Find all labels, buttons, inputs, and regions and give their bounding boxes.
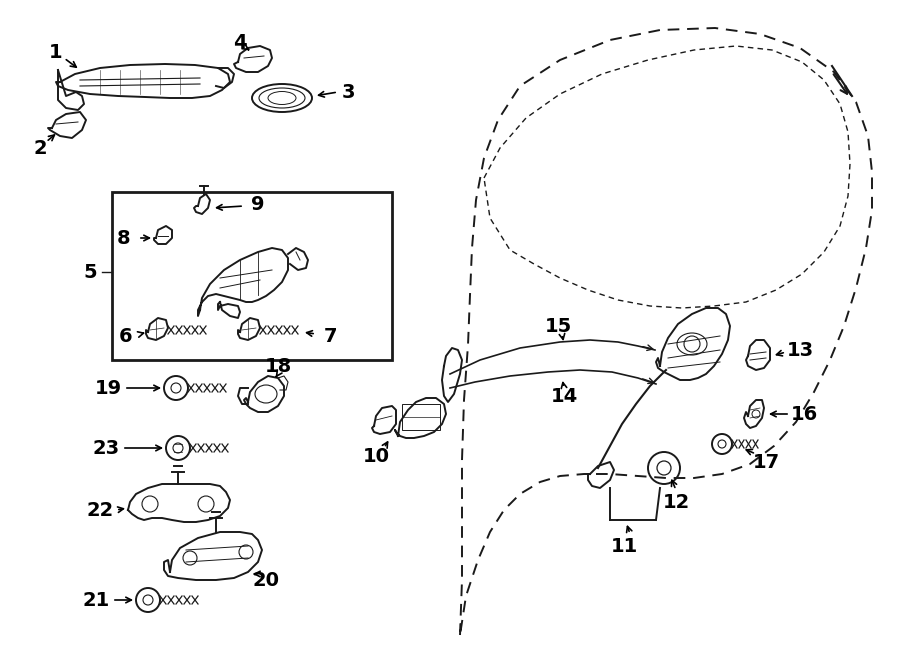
Bar — [402, 404, 440, 430]
Text: 13: 13 — [787, 340, 814, 359]
Text: 2: 2 — [33, 138, 47, 158]
Text: 20: 20 — [253, 571, 280, 589]
Text: 18: 18 — [265, 357, 292, 375]
Text: 22: 22 — [86, 500, 113, 520]
Text: 19: 19 — [94, 379, 122, 397]
Text: 7: 7 — [323, 326, 337, 346]
Text: 1: 1 — [50, 42, 63, 62]
Text: 4: 4 — [233, 32, 247, 52]
Text: 16: 16 — [790, 404, 817, 424]
Text: 23: 23 — [93, 438, 120, 457]
Text: 6: 6 — [119, 326, 133, 346]
Text: 9: 9 — [251, 195, 265, 214]
Text: 12: 12 — [662, 493, 689, 512]
Text: 14: 14 — [551, 387, 578, 406]
Text: 11: 11 — [610, 536, 637, 555]
Text: 3: 3 — [341, 83, 355, 101]
Text: 10: 10 — [363, 446, 390, 465]
Text: 5: 5 — [83, 263, 97, 281]
Text: 8: 8 — [117, 228, 130, 248]
Text: 21: 21 — [83, 591, 110, 610]
Text: 17: 17 — [752, 453, 779, 471]
Text: 15: 15 — [544, 316, 572, 336]
Bar — [112, 192, 392, 360]
